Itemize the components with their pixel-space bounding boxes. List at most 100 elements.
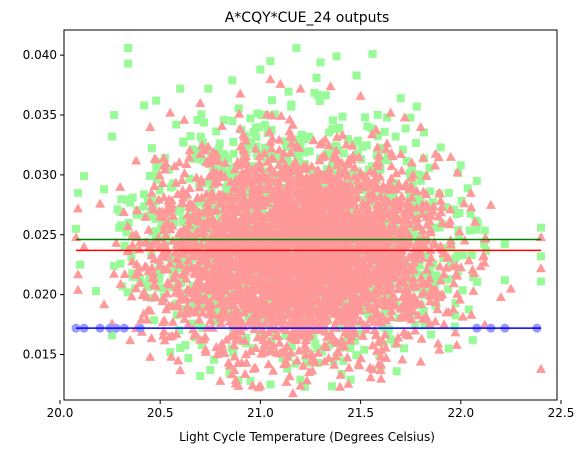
triangle-marker [159, 264, 170, 274]
triangle-marker [381, 259, 392, 269]
triangle-marker [216, 318, 227, 328]
triangle-marker [386, 148, 397, 158]
triangle-marker [445, 204, 456, 214]
square-marker [456, 161, 465, 170]
triangle-marker [495, 292, 506, 302]
triangle-marker [165, 107, 176, 117]
triangle-marker [365, 166, 376, 176]
triangle-marker [392, 180, 403, 190]
square-marker [140, 202, 149, 211]
triangle-marker [271, 330, 282, 340]
triangle-marker [281, 341, 292, 351]
triangle-marker [263, 285, 274, 295]
square-marker [305, 147, 314, 156]
square-marker [275, 153, 284, 162]
triangle-marker [401, 178, 412, 188]
triangle-marker [416, 298, 427, 308]
triangle-marker [349, 162, 360, 172]
triangle-marker [165, 224, 176, 234]
triangle-marker [278, 302, 289, 312]
triangle-marker [340, 226, 351, 236]
square-marker [440, 203, 449, 212]
triangle-marker [185, 240, 196, 250]
square-marker [415, 261, 424, 270]
square-marker [419, 128, 428, 137]
triangle-marker [318, 151, 329, 161]
square-marker [229, 149, 238, 158]
triangle-marker [274, 337, 285, 347]
triangle-marker [275, 276, 286, 286]
square-marker [76, 260, 85, 269]
square-marker [420, 321, 429, 330]
triangle-marker [214, 263, 225, 273]
triangle-marker [286, 138, 297, 148]
square-marker [197, 154, 206, 163]
triangle-marker [451, 260, 462, 270]
triangle-marker [255, 237, 266, 247]
triangle-marker [149, 290, 160, 300]
triangle-marker [239, 237, 250, 247]
triangle-marker [159, 209, 170, 219]
triangle-marker [281, 231, 292, 241]
triangle-marker [388, 300, 399, 310]
triangle-marker [137, 289, 148, 299]
square-marker [72, 224, 81, 233]
square-marker [332, 52, 341, 61]
triangle-marker [271, 269, 282, 279]
triangle-marker [479, 257, 490, 267]
triangle-marker [350, 303, 361, 313]
x-tick-label: 22.0 [447, 406, 474, 420]
triangle-marker [73, 269, 84, 279]
triangle-marker [429, 236, 440, 246]
square-marker [402, 157, 411, 166]
triangle-marker [457, 311, 468, 321]
triangle-marker [294, 250, 305, 260]
triangle-marker [312, 217, 323, 227]
triangle-marker [321, 212, 332, 222]
triangle-marker [285, 147, 296, 157]
triangle-marker [236, 182, 247, 192]
triangle-marker [174, 157, 185, 167]
square-marker [396, 94, 405, 103]
triangle-marker [231, 334, 242, 344]
triangle-marker [365, 372, 376, 382]
square-marker [418, 270, 427, 279]
triangle-marker [261, 302, 272, 312]
square-marker [176, 84, 185, 93]
square-marker [300, 148, 309, 157]
square-marker [380, 127, 389, 136]
square-marker [328, 161, 337, 170]
triangle-marker [417, 209, 428, 219]
triangle-marker [166, 351, 177, 361]
square-marker [352, 71, 361, 80]
triangle-marker [399, 112, 410, 122]
plot-content [71, 43, 546, 398]
triangle-marker [382, 231, 393, 241]
triangle-marker [291, 307, 302, 317]
square-marker [352, 351, 361, 360]
square-marker [200, 118, 209, 127]
triangle-marker [339, 340, 350, 350]
square-marker [196, 372, 205, 381]
triangle-marker [398, 215, 409, 225]
triangle-marker [232, 222, 243, 232]
triangle-marker [253, 285, 264, 295]
triangle-marker [391, 273, 402, 283]
square-marker [480, 226, 489, 235]
square-marker [144, 282, 153, 291]
triangle-marker [203, 205, 214, 215]
triangle-marker [172, 301, 183, 311]
triangle-marker [289, 188, 300, 198]
triangle-marker [131, 259, 142, 269]
triangle-marker [302, 188, 313, 198]
chart-title: A*CQY*CUE_24 outputs [225, 10, 390, 26]
triangle-marker [252, 332, 263, 342]
triangle-marker [301, 319, 312, 329]
triangle-marker [408, 273, 419, 283]
triangle-marker [204, 158, 215, 168]
triangle-marker [192, 193, 203, 203]
triangle-marker [451, 339, 462, 349]
triangle-marker [199, 264, 210, 274]
triangle-marker [161, 204, 172, 214]
square-marker [123, 288, 132, 297]
